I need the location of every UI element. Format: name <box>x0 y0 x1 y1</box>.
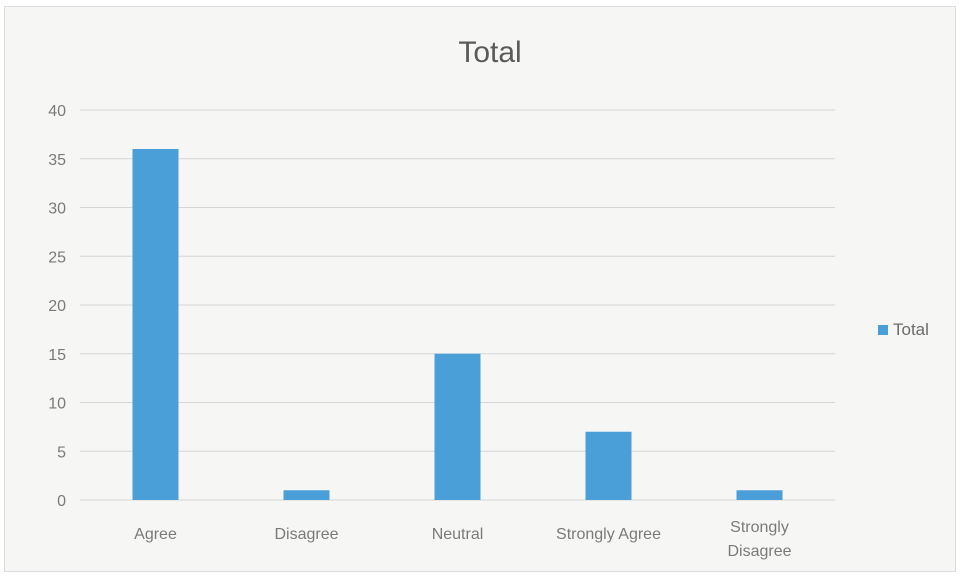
y-tick-label: 5 <box>57 444 66 461</box>
bar-neutral <box>434 353 481 500</box>
y-tick-label: 0 <box>57 493 66 510</box>
bar-agree <box>132 149 179 500</box>
y-tick-label: 10 <box>48 396 66 413</box>
legend: Total <box>878 320 929 340</box>
y-tick-label: 15 <box>48 347 66 364</box>
x-axis-tick-labels: Agree Disagree Neutral Strongly Agree Strong… <box>134 519 791 560</box>
x-tick-label: Strongly Disagree <box>727 519 791 560</box>
bar-disagree <box>283 490 330 500</box>
x-tick-label: Disagree <box>274 526 338 543</box>
x-tick-label: Neutral <box>432 526 484 543</box>
y-tick-label: 25 <box>48 249 66 266</box>
y-tick-label: 40 <box>48 103 66 120</box>
bar-strongly-agree <box>585 431 632 500</box>
legend-swatch <box>878 325 888 335</box>
chart-title: Total <box>458 36 522 69</box>
y-tick-label: 30 <box>48 201 66 218</box>
y-axis-tick-labels: 0 5 10 15 20 25 30 35 40 <box>48 103 66 510</box>
legend-label: Total <box>893 320 929 339</box>
y-tick-label: 35 <box>48 152 66 169</box>
x-tick-label: Agree <box>134 526 177 543</box>
bar-strongly-disagree <box>736 490 783 500</box>
bars <box>132 149 783 500</box>
y-tick-label: 20 <box>48 298 66 315</box>
x-tick-label: Strongly Agree <box>556 526 661 543</box>
